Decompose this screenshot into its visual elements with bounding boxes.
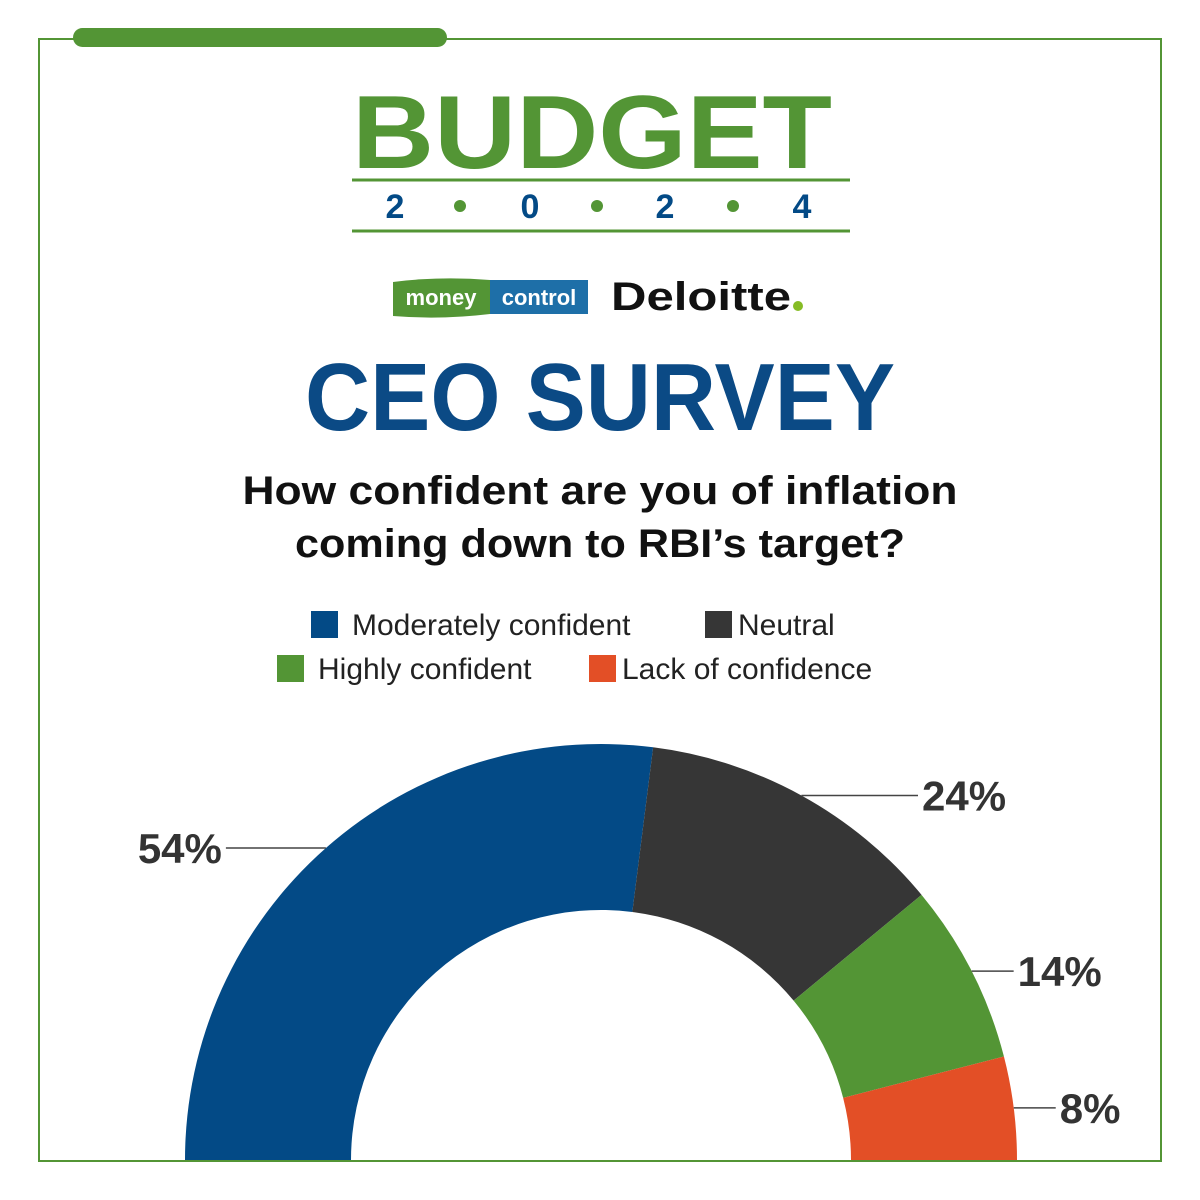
brand-dot bbox=[793, 301, 803, 311]
value-label: 14% bbox=[1018, 948, 1102, 995]
survey-title: CEO SURVEY bbox=[305, 344, 895, 451]
question-line: How confident are you of inflation bbox=[243, 469, 958, 513]
year-digit: 2 bbox=[656, 188, 675, 226]
top-tab bbox=[73, 28, 447, 47]
year-digit: 4 bbox=[793, 188, 812, 226]
question-line: coming down to RBI’s target? bbox=[295, 522, 905, 566]
legend-label: Moderately confident bbox=[352, 609, 631, 642]
year-dot bbox=[591, 200, 603, 212]
segment bbox=[793, 894, 1004, 1098]
data-labels: 54% 24% 14% 8% bbox=[138, 772, 1121, 1131]
logo-title: BUDGET bbox=[352, 75, 832, 191]
brand-money: money bbox=[406, 285, 478, 310]
legend-swatch bbox=[311, 611, 338, 638]
value-label: 8% bbox=[1060, 1085, 1121, 1132]
legend-swatch bbox=[589, 655, 616, 682]
value-label: 54% bbox=[138, 825, 222, 872]
year-digit: 0 bbox=[521, 188, 540, 226]
year-dot bbox=[454, 200, 466, 212]
brand-money-bg bbox=[393, 278, 490, 318]
year-digit: 2 bbox=[386, 188, 405, 226]
segment bbox=[632, 747, 922, 1001]
logo-year: 2 0 2 4 bbox=[386, 188, 812, 226]
frame bbox=[38, 38, 1162, 1162]
segment bbox=[184, 744, 654, 1160]
legend-label: Lack of confidence bbox=[622, 653, 872, 686]
segment bbox=[843, 1056, 1017, 1160]
brand-control: control bbox=[502, 285, 577, 310]
semi-donut bbox=[184, 744, 1017, 1160]
brand-partner: Deloitte bbox=[611, 275, 791, 319]
legend-swatch bbox=[705, 611, 732, 638]
year-dot bbox=[727, 200, 739, 212]
brand-control-bg bbox=[490, 280, 588, 314]
legend-label: Neutral bbox=[738, 609, 835, 642]
legend: Moderately confident Neutral Highly confid… bbox=[277, 609, 872, 686]
legend-swatch bbox=[277, 655, 304, 682]
value-label: 24% bbox=[922, 772, 1006, 819]
legend-label: Highly confident bbox=[318, 653, 532, 686]
